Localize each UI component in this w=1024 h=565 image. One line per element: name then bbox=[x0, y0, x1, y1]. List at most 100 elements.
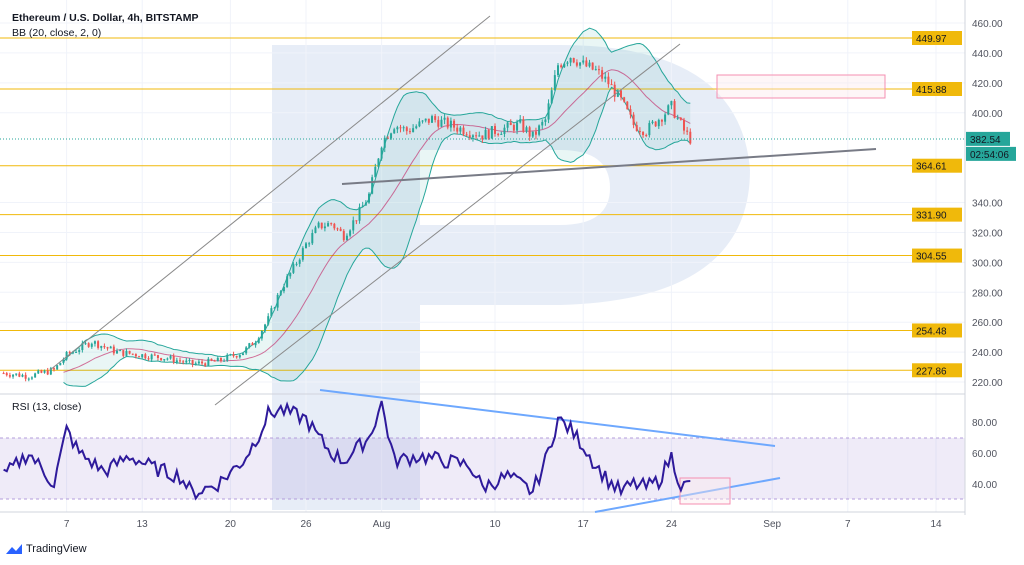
candle-body bbox=[43, 370, 46, 373]
tradingview-logo[interactable]: TradingView bbox=[6, 543, 87, 555]
candle-body bbox=[257, 338, 260, 343]
candle-body bbox=[286, 276, 289, 287]
candle-body bbox=[232, 354, 235, 357]
candle-body bbox=[371, 177, 374, 194]
time-tick-label: 10 bbox=[489, 519, 501, 530]
candle-body bbox=[560, 65, 563, 68]
candle-body bbox=[125, 350, 128, 356]
candle-body bbox=[213, 360, 216, 362]
candle-body bbox=[465, 134, 468, 136]
candle-body bbox=[361, 205, 364, 207]
candle-body bbox=[279, 291, 282, 295]
bb-fill bbox=[63, 28, 691, 387]
candle-body bbox=[660, 119, 663, 122]
candle-body bbox=[112, 346, 115, 354]
candle-body bbox=[434, 116, 437, 120]
candle-body bbox=[62, 359, 65, 363]
candle-body bbox=[449, 120, 452, 128]
candle-body bbox=[128, 350, 131, 354]
candle-body bbox=[150, 354, 153, 360]
candle-body bbox=[339, 228, 342, 231]
channel-upper-line bbox=[49, 15, 491, 371]
target-zone-box[interactable] bbox=[716, 74, 886, 99]
candle-body bbox=[557, 65, 559, 76]
price-axis[interactable]: 460.00 440.00 420.00 400.00 340.00 320.00 300.… bbox=[972, 19, 1003, 491]
candle-body bbox=[349, 230, 352, 236]
candle-body bbox=[18, 373, 21, 377]
level-tag-label: 364.61 bbox=[916, 162, 947, 173]
candle-body bbox=[238, 355, 241, 358]
candle-body bbox=[494, 126, 496, 134]
level-tag-label: 331.90 bbox=[916, 211, 947, 222]
candle-body bbox=[629, 109, 632, 115]
candle-body bbox=[153, 354, 156, 356]
candle-body bbox=[68, 351, 71, 354]
candle-body bbox=[185, 360, 188, 363]
rsi-band bbox=[0, 438, 965, 499]
rsi-resistance-line[interactable] bbox=[319, 389, 776, 447]
indicator-label: BB (20, close, 2, 0) bbox=[12, 27, 102, 39]
candle-body bbox=[21, 374, 24, 377]
candle-body bbox=[620, 90, 622, 98]
price-tick-label: 280.00 bbox=[972, 288, 1003, 299]
candle-body bbox=[219, 357, 222, 361]
candle-body bbox=[78, 350, 81, 352]
candle-body bbox=[623, 97, 626, 102]
time-tick-label: 7 bbox=[845, 519, 851, 530]
candle-body bbox=[462, 127, 465, 135]
candle-body bbox=[100, 346, 103, 348]
level-tag bbox=[912, 363, 962, 378]
candle-body bbox=[427, 118, 430, 123]
candle-body bbox=[141, 354, 144, 358]
candle-body bbox=[317, 222, 320, 228]
time-axis[interactable]: 7 13 20 26 Aug 10 17 24 Sep 7 14 bbox=[64, 519, 942, 530]
rsi-zone-box[interactable] bbox=[679, 477, 731, 505]
candle-body bbox=[553, 75, 556, 91]
candle-body bbox=[308, 243, 311, 245]
candle-body bbox=[418, 121, 421, 127]
candle-body bbox=[405, 127, 408, 132]
candle-body bbox=[264, 324, 267, 331]
last-price-label: 382.54 bbox=[970, 135, 1001, 146]
support-trend-line bbox=[341, 148, 877, 185]
time-tick-label: Aug bbox=[373, 519, 391, 530]
candle-body bbox=[311, 233, 314, 244]
candle-body bbox=[575, 62, 578, 66]
candle-body bbox=[131, 353, 134, 355]
candle-body bbox=[116, 350, 118, 354]
rsi-support-line[interactable] bbox=[594, 477, 781, 513]
candle-body bbox=[588, 62, 591, 67]
support-resistance-levels bbox=[0, 37, 912, 371]
candle-body bbox=[670, 101, 673, 106]
candle-body bbox=[572, 58, 575, 63]
candle-body bbox=[24, 374, 27, 379]
candle-body bbox=[541, 121, 544, 126]
candle-body bbox=[267, 316, 270, 325]
price-tick-label: 440.00 bbox=[972, 49, 1003, 60]
time-tick-label: 17 bbox=[578, 519, 590, 530]
candle-body bbox=[503, 127, 506, 134]
candle-body bbox=[377, 158, 380, 167]
candle-body bbox=[49, 368, 52, 375]
candle-body bbox=[654, 121, 657, 127]
candle-body bbox=[390, 133, 393, 139]
brand-label: TradingView bbox=[26, 543, 87, 555]
candle-body bbox=[65, 351, 68, 360]
price-tick-label: 220.00 bbox=[972, 378, 1003, 389]
candle-body bbox=[648, 123, 651, 136]
candle-body bbox=[251, 343, 254, 346]
price-tick-label: 300.00 bbox=[972, 258, 1003, 269]
candle-body bbox=[59, 362, 62, 366]
candle-body bbox=[5, 373, 8, 376]
trend-lines[interactable] bbox=[49, 15, 877, 406]
candle-body bbox=[56, 365, 59, 370]
candle-body bbox=[298, 259, 301, 264]
candle-body bbox=[686, 130, 689, 132]
candle-body bbox=[635, 125, 638, 131]
level-tag-label: 227.86 bbox=[916, 366, 947, 377]
chart-legend: Ethereum / U.S. Dollar, 4h, BITSTAMP BB … bbox=[12, 11, 199, 41]
candle-body bbox=[547, 103, 550, 120]
candle-body bbox=[579, 62, 582, 66]
candle-body bbox=[638, 130, 641, 132]
